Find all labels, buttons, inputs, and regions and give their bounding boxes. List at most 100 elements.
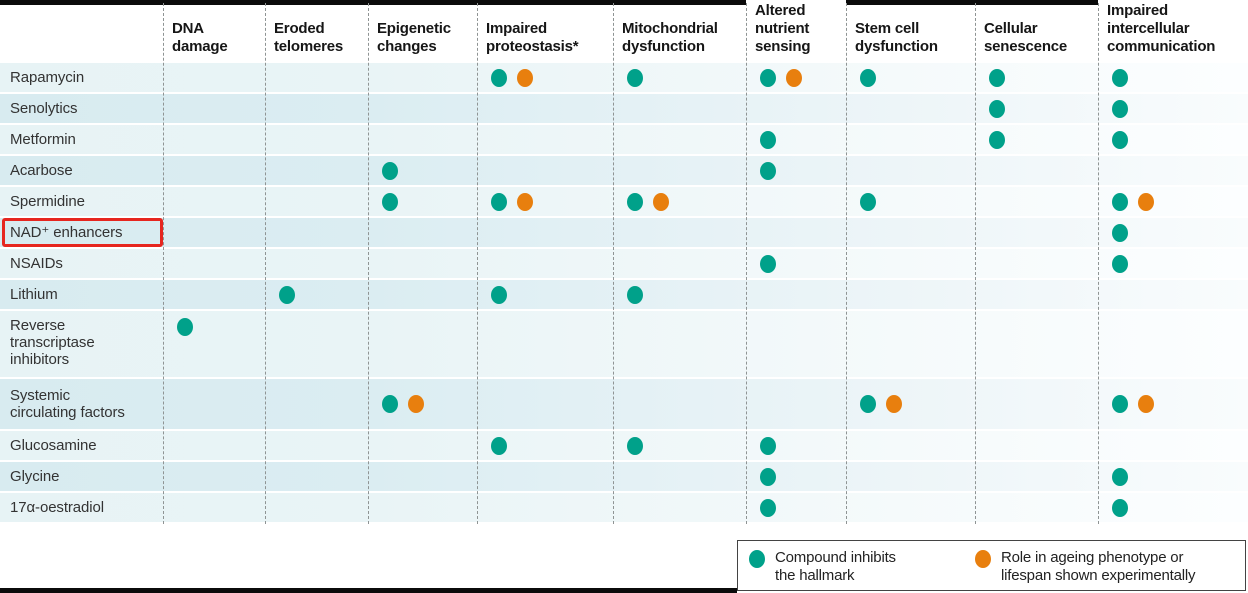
matrix-cell [368,493,477,522]
table-row: NAD⁺ enhancers [0,218,1248,247]
experimental-dot-icon [886,395,902,413]
table-row: Glucosamine [0,431,1248,460]
matrix-cell [975,379,1098,429]
matrix-cell [163,431,265,460]
matrix-cell [613,462,746,491]
matrix-cell [746,379,846,429]
inhibits-dot-icon [760,254,776,273]
column-separator-line [163,3,164,524]
matrix-cell [1098,462,1248,491]
inhibits-dot-icon [860,395,876,413]
inhibits-dot-icon [1112,99,1128,118]
teal-dot-icon [749,550,765,568]
inhibits-dot-icon [1112,467,1128,486]
inhibits-dot-icon [760,68,776,87]
column-header: DNA damage [172,20,228,55]
matrix-cell [477,249,613,278]
matrix-cell [163,462,265,491]
matrix-cell [163,249,265,278]
matrix-cell [613,125,746,154]
matrix-cell [1098,63,1248,92]
top-rule-middle [846,0,1098,5]
matrix-cell [265,63,368,92]
matrix-cell [477,218,613,247]
inhibits-dot-icon [860,192,876,211]
inhibits-dot-icon [1112,395,1128,413]
inhibits-dot-icon [382,192,398,211]
matrix-cell [746,462,846,491]
matrix-cell [477,187,613,216]
inhibits-dot-icon [860,68,876,87]
matrix-cell [613,493,746,522]
matrix-cell [613,218,746,247]
row-label: NSAIDs [10,255,63,272]
matrix-rows: Rapamycin Senolytics Metformin Acarbose Sper… [0,63,1248,522]
matrix-cell [1098,218,1248,247]
matrix-cell [1098,379,1248,429]
matrix-cell [265,493,368,522]
matrix-cell [975,280,1098,309]
row-label: Glucosamine [10,437,97,454]
inhibits-dot-icon [491,68,507,87]
legend-item-inhibits: Compound inhibits the hallmark [749,549,896,584]
matrix-cell [265,187,368,216]
orange-dot-icon [975,550,991,568]
matrix-cell [746,431,846,460]
matrix-cell [613,311,746,377]
inhibits-dot-icon [760,161,776,180]
matrix-cell [265,311,368,377]
inhibits-dot-icon [1112,130,1128,149]
matrix-cell [368,431,477,460]
matrix-cell [163,156,265,185]
matrix-cell [368,125,477,154]
experimental-dot-icon [408,395,424,413]
table-row: Spermidine [0,187,1248,216]
matrix-cell [163,187,265,216]
matrix-cell [477,431,613,460]
experimental-dot-icon [653,192,669,211]
matrix-cell [265,280,368,309]
matrix-cell [975,493,1098,522]
legend-item-experimental: Role in ageing phenotype or lifespan sho… [975,549,1196,584]
table-row: NSAIDs [0,249,1248,278]
inhibits-dot-icon [491,285,507,304]
matrix-cell [746,218,846,247]
highlight-box [2,218,163,247]
matrix-cell [613,156,746,185]
column-header: Mitochondrial dysfunction [622,20,718,55]
column-header: Cellular senescence [984,20,1068,55]
matrix-cell [975,311,1098,377]
row-label: 17α-oestradiol [10,499,104,516]
inhibits-dot-icon [760,436,776,455]
matrix-cell [975,94,1098,123]
inhibits-dot-icon [989,99,1005,118]
matrix-cell [368,218,477,247]
experimental-dot-icon [1138,192,1154,211]
matrix-cell [846,249,975,278]
experimental-dot-icon [517,192,533,211]
column-header: Eroded telomeres [274,20,344,55]
column-separator-line [613,3,614,524]
column-separator-line [368,3,369,524]
matrix-cell [975,431,1098,460]
matrix-cell [368,156,477,185]
matrix-cell [163,63,265,92]
top-rule-left [0,0,746,5]
matrix-cell [746,125,846,154]
matrix-cell [975,249,1098,278]
matrix-cell [613,187,746,216]
matrix-cell [265,156,368,185]
matrix-cell [477,462,613,491]
matrix-cell [846,311,975,377]
column-header: Altered nutrient sensing [755,2,811,55]
matrix-cell [163,280,265,309]
matrix-cell [265,379,368,429]
matrix-cell [613,431,746,460]
inhibits-dot-icon [382,395,398,413]
column-separator-line [975,3,976,524]
table-row: Glycine [0,462,1248,491]
matrix-cell [975,462,1098,491]
matrix-cell [265,218,368,247]
matrix-cell [846,431,975,460]
matrix-cell [477,125,613,154]
